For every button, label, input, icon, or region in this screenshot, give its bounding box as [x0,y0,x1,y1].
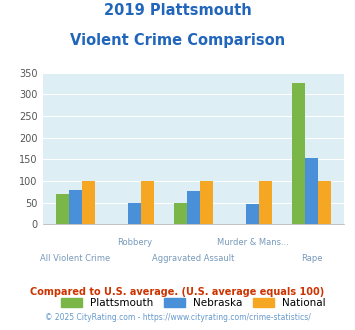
Bar [56,194,69,224]
Bar [82,181,95,224]
Text: 2019 Plattsmouth: 2019 Plattsmouth [104,3,251,18]
Bar [200,181,213,224]
Bar [174,203,187,224]
Text: Aggravated Assault: Aggravated Assault [152,254,235,263]
Text: Violent Crime Comparison: Violent Crime Comparison [70,33,285,48]
Legend: Plattsmouth, Nebraska, National: Plattsmouth, Nebraska, National [57,293,330,312]
Bar [246,204,259,224]
Text: Robbery: Robbery [117,238,152,247]
Bar [259,181,272,224]
Text: Compared to U.S. average. (U.S. average equals 100): Compared to U.S. average. (U.S. average … [31,287,324,297]
Text: Murder & Mans...: Murder & Mans... [217,238,289,247]
Bar [305,158,318,224]
Text: Rape: Rape [301,254,323,263]
Text: © 2025 CityRating.com - https://www.cityrating.com/crime-statistics/: © 2025 CityRating.com - https://www.city… [45,314,310,322]
Bar [187,190,200,224]
Bar [69,190,82,224]
Bar [318,181,331,224]
Bar [128,203,141,224]
Text: All Violent Crime: All Violent Crime [40,254,110,263]
Bar [292,83,305,224]
Bar [141,181,154,224]
